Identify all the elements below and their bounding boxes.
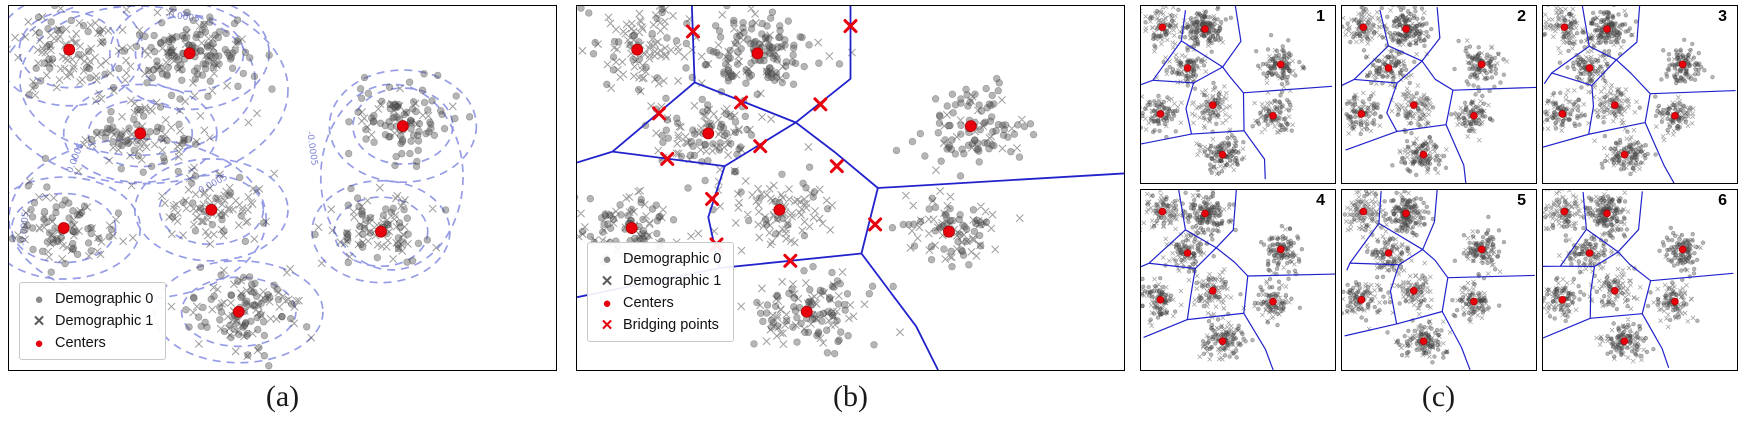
panel-number-4: 4 [1316,192,1325,209]
panel-number-5: 5 [1517,192,1526,209]
legend-item-centers: ● Centers [596,292,721,314]
centers-dot-icon: ● [34,334,44,352]
panel-a-density-contours: -0.0005 0.0005 -0.0005 0.0005 -0.0005 ● Demo… [8,5,557,371]
panel-number-2: 2 [1517,8,1526,25]
legend-label-centers: Centers [55,335,106,351]
panel-c5-plot [1342,190,1535,370]
panel-c-subplot-2: 2 [1341,5,1537,184]
legend-item-demographic0: ● Demographic 0 [596,248,721,270]
demographic0-dot-icon: ● [34,290,44,308]
legend-label-demographic0: Demographic 0 [623,251,722,267]
panel-c-subplot-1: 1 [1140,5,1336,184]
legend-item-bridging-points: ✕ Bridging points [596,314,721,336]
panel-c3-plot [1543,6,1736,183]
panel-c2-plot [1342,6,1536,183]
panel-number-1: 1 [1316,8,1325,25]
legend-label-demographic1: Demographic 1 [55,313,154,329]
legend-item-centers: ● Centers [28,332,153,354]
svg-text:-0.0005: -0.0005 [304,131,319,167]
legend-item-demographic1: ✕ Demographic 1 [28,310,154,332]
panel-c-subplot-4: 4 [1140,189,1336,371]
panel-c-subplot-5: 5 [1341,189,1537,371]
legend-label-demographic0: Demographic 0 [55,291,154,307]
svg-text:-0.0005: -0.0005 [164,10,200,25]
panel-b-voronoi-bridging: ● Demographic 0 ✕ Demographic 1 ● Center… [576,5,1125,371]
panel-number-6: 6 [1718,192,1727,209]
caption-b: (b) [833,380,868,413]
svg-text:0.0005: 0.0005 [65,142,86,175]
legend-label-bridging-points: Bridging points [623,317,719,333]
panel-c1-plot [1141,6,1333,180]
demographic1-cross-icon: ✕ [32,313,46,330]
caption-a: (a) [265,380,300,413]
legend-item-demographic1: ✕ Demographic 1 [596,270,722,292]
panel-c-subplot-3: 3 [1542,5,1738,184]
demographic0-dot-icon: ● [602,250,612,268]
panel-c-subplot-6: 6 [1542,189,1738,371]
panel-b-legend: ● Demographic 0 ✕ Demographic 1 ● Center… [587,242,735,342]
legend-label-centers: Centers [623,295,674,311]
panel-number-3: 3 [1718,8,1727,25]
legend-label-demographic1: Demographic 1 [623,273,722,289]
panel-a-legend: ● Demographic 0 ✕ Demographic 1 ● Center… [19,282,167,360]
panel-c6-plot [1543,190,1734,368]
panel-b-plot [577,6,1124,370]
bridging-points-cross-icon: ✕ [600,317,614,334]
panel-c4-plot [1141,190,1335,370]
demographic1-cross-icon: ✕ [600,273,614,290]
svg-text:-0.0005: -0.0005 [18,211,31,246]
caption-c: (c) [1421,380,1456,413]
legend-item-demographic0: ● Demographic 0 [28,288,153,310]
centers-dot-icon: ● [602,294,612,312]
